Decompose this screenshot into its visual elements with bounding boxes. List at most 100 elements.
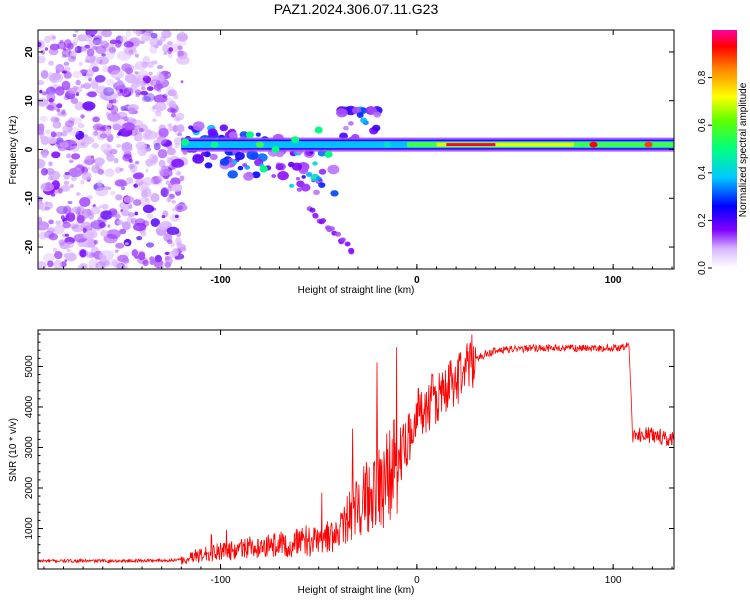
spectrogram-y-ticks: -20 -10 0 10 20 (24, 46, 674, 254)
scatter-blob (246, 150, 259, 160)
scatter-hot (271, 146, 280, 153)
noise-blob (136, 236, 143, 241)
noise-blob (84, 59, 90, 63)
noise-blob (82, 34, 93, 42)
scatter-blob (237, 165, 244, 171)
noise-blob (167, 239, 173, 244)
noise-blob (91, 252, 95, 257)
scatter-blob (207, 128, 218, 137)
noise-blob (72, 70, 83, 78)
noise-blob (48, 72, 64, 83)
noise-blob (80, 221, 93, 230)
noise-blob (110, 214, 116, 218)
noise-blob (128, 107, 137, 115)
line-hotspot (644, 141, 653, 148)
noise-blob (133, 199, 142, 206)
tail-blob (335, 231, 341, 237)
noise-blob (124, 242, 129, 246)
noise-blob (114, 249, 119, 253)
noise-blob (39, 115, 49, 122)
noise-blob (75, 92, 80, 97)
noise-blob (151, 155, 159, 164)
noise-blob (140, 40, 145, 44)
noise-blob (166, 226, 180, 235)
noise-blob (167, 107, 176, 113)
noise-blob (158, 167, 172, 177)
tail-blob (344, 241, 351, 247)
noise-blob (70, 56, 77, 60)
noise-blob (168, 53, 173, 59)
noise-blob (141, 177, 154, 186)
noise-blob (176, 241, 183, 249)
noise-blob (168, 164, 176, 171)
noise-blob (122, 105, 128, 110)
noise-blob (67, 87, 77, 94)
noise-blob (142, 132, 152, 141)
noise-blob (51, 72, 61, 81)
noise-blob (82, 229, 98, 240)
line-hotspot (589, 141, 598, 148)
noise-blob (134, 161, 139, 165)
noise-blob (138, 196, 151, 206)
noise-blob (79, 249, 87, 258)
noise-blob (155, 175, 163, 184)
noise-blob (174, 214, 179, 219)
noise-blob (81, 136, 95, 145)
noise-blob (61, 49, 73, 58)
y-tick-label: 5000 (24, 355, 35, 378)
noise-blob (134, 172, 144, 180)
noise-blob (115, 194, 123, 201)
noise-blob (63, 61, 70, 66)
noise-blob (87, 91, 97, 98)
tail-blob (309, 207, 316, 213)
snr-x-ticks: -100 0 100 (43, 330, 673, 586)
scatter-blob (312, 161, 318, 166)
noise-blob (45, 182, 54, 191)
tail-blob (339, 237, 346, 243)
y-tick-label: 4000 (24, 395, 35, 418)
noise-blob (81, 47, 87, 52)
noise-blob (71, 176, 77, 182)
noise-blob (103, 87, 115, 96)
noise-blob (133, 124, 141, 131)
colorbar-tick-label: 0.0 (697, 261, 708, 275)
noise-blob (49, 226, 54, 232)
noise-blob (117, 254, 129, 263)
noise-blob (74, 207, 82, 215)
noise-blob (135, 178, 144, 186)
noise-blob (162, 44, 170, 53)
noise-blob (144, 197, 149, 202)
noise-blob (38, 55, 46, 64)
noise-blob (65, 252, 77, 262)
noise-blob (153, 142, 161, 151)
noise-blob (68, 159, 74, 164)
noise-blob (60, 215, 65, 220)
noise-blob (59, 141, 69, 148)
scatter-hot (246, 131, 254, 139)
noise-blob (54, 251, 63, 260)
noise-blob (134, 71, 139, 75)
noise-blob (142, 56, 151, 64)
noise-blob (82, 101, 96, 111)
noise-blob (126, 216, 133, 224)
noise-blob (133, 30, 139, 34)
scatter-blob (209, 153, 218, 161)
noise-blob (90, 219, 106, 230)
tail-blob (312, 213, 319, 219)
noise-blob (48, 137, 57, 145)
noise-blob (44, 35, 51, 44)
noise-blob (89, 56, 101, 65)
noise-blob (115, 84, 128, 95)
noise-blob (136, 94, 140, 98)
scatter-blob (313, 189, 320, 195)
noise-blob (167, 123, 173, 127)
noise-blob (97, 216, 102, 222)
noise-blob (97, 179, 103, 187)
noise-blob (82, 227, 87, 233)
noise-blob (38, 41, 42, 47)
noise-blob (106, 102, 113, 109)
noise-blob (116, 80, 124, 89)
noise-blob (171, 158, 185, 168)
noise-blob (174, 203, 188, 212)
